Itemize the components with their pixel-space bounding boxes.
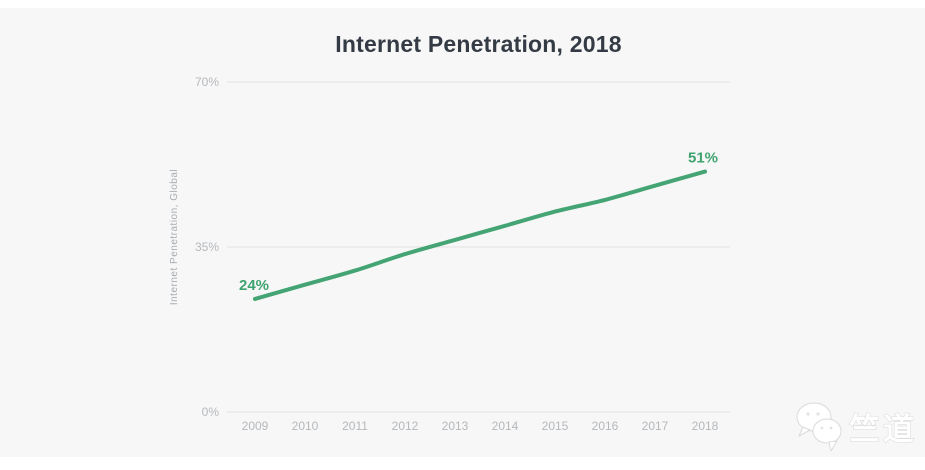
x-tick-label: 2012 [392, 419, 419, 433]
x-tick-label: 2010 [292, 419, 319, 433]
data-line [253, 169, 707, 301]
x-tick-label: 2014 [492, 419, 519, 433]
x-tick-label: 2009 [242, 419, 269, 433]
chat-bubble-small [812, 418, 842, 452]
x-tick-label: 2017 [642, 419, 669, 433]
x-tick-label: 2016 [592, 419, 619, 433]
y-tick-label: 70% [195, 75, 219, 89]
x-tick-label: 2015 [542, 419, 569, 433]
x-tick-label: 2018 [692, 419, 719, 433]
watermark: 竺道 [793, 396, 921, 456]
y-tick-label: 0% [202, 405, 220, 419]
watermark-text: 竺道 [849, 412, 917, 447]
chat-bubble-large [796, 402, 832, 437]
y-axis-title: Internet Penetration, Global [169, 169, 180, 305]
value-label: 24% [239, 277, 269, 294]
chart-title: Internet Penetration, 2018 [335, 31, 622, 57]
y-tick-label: 35% [195, 240, 219, 254]
value-label: 51% [688, 150, 718, 167]
chart-panel [0, 8, 925, 457]
x-tick-label: 2011 [342, 419, 368, 433]
x-tick-label: 2013 [442, 419, 469, 433]
chat-bubbles-icon: 竺道 [796, 402, 917, 452]
